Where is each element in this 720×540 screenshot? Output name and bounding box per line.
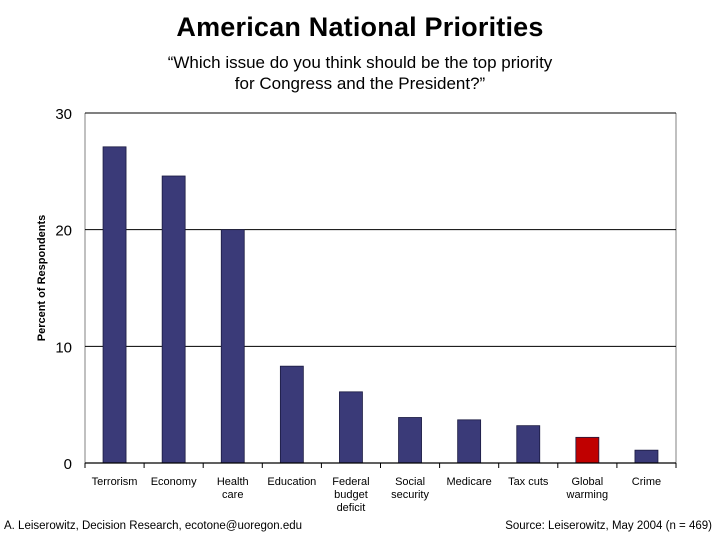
bar-social-security: [398, 417, 422, 464]
y-tick-label: 20: [55, 223, 72, 240]
x-tick-label: Tax cuts: [508, 476, 549, 488]
x-tick-label: care: [222, 489, 243, 501]
x-tick-label: Social: [395, 476, 425, 488]
x-tick-label: warming: [566, 489, 609, 501]
bar-economy: [161, 175, 186, 464]
bar-global-warming: [575, 436, 600, 464]
x-tick-label: Education: [267, 476, 316, 488]
x-tick-label: Terrorism: [92, 476, 138, 488]
bar-tax-cuts: [516, 425, 541, 464]
chart-title: American National Priorities: [176, 12, 544, 42]
chart-subtitle-line-2: for Congress and the President?”: [234, 74, 486, 93]
x-tick-label: Medicare: [447, 476, 492, 488]
x-tick-label: Economy: [151, 476, 197, 488]
bar-health-care: [220, 229, 245, 464]
bar-terrorism: [102, 146, 127, 464]
footer-source: Source: Leiserowitz, May 2004 (n = 469): [505, 520, 712, 532]
bar-medicare: [457, 419, 482, 464]
y-tick-label: 0: [64, 456, 72, 473]
x-tick-label: Health: [217, 476, 249, 488]
chart-subtitle-line-1: “Which issue do you think should be the …: [167, 53, 553, 72]
y-axis-label: Percent of Respondents: [36, 215, 48, 342]
x-tick-label: Crime: [632, 476, 661, 488]
x-tick-label: Global: [571, 476, 603, 488]
bar-crime: [634, 449, 659, 464]
y-tick-label: 30: [55, 106, 72, 123]
bar-federal-budget-deficit: [339, 391, 363, 464]
bar-education: [279, 365, 304, 464]
x-tick-label: deficit: [337, 502, 366, 514]
x-tick-label: budget: [334, 489, 368, 501]
x-tick-label: Federal: [332, 476, 369, 488]
footer-author: A. Leiserowitz, Decision Research, ecoto…: [4, 520, 303, 532]
y-tick-label: 10: [55, 339, 72, 356]
x-tick-label: security: [391, 489, 429, 501]
